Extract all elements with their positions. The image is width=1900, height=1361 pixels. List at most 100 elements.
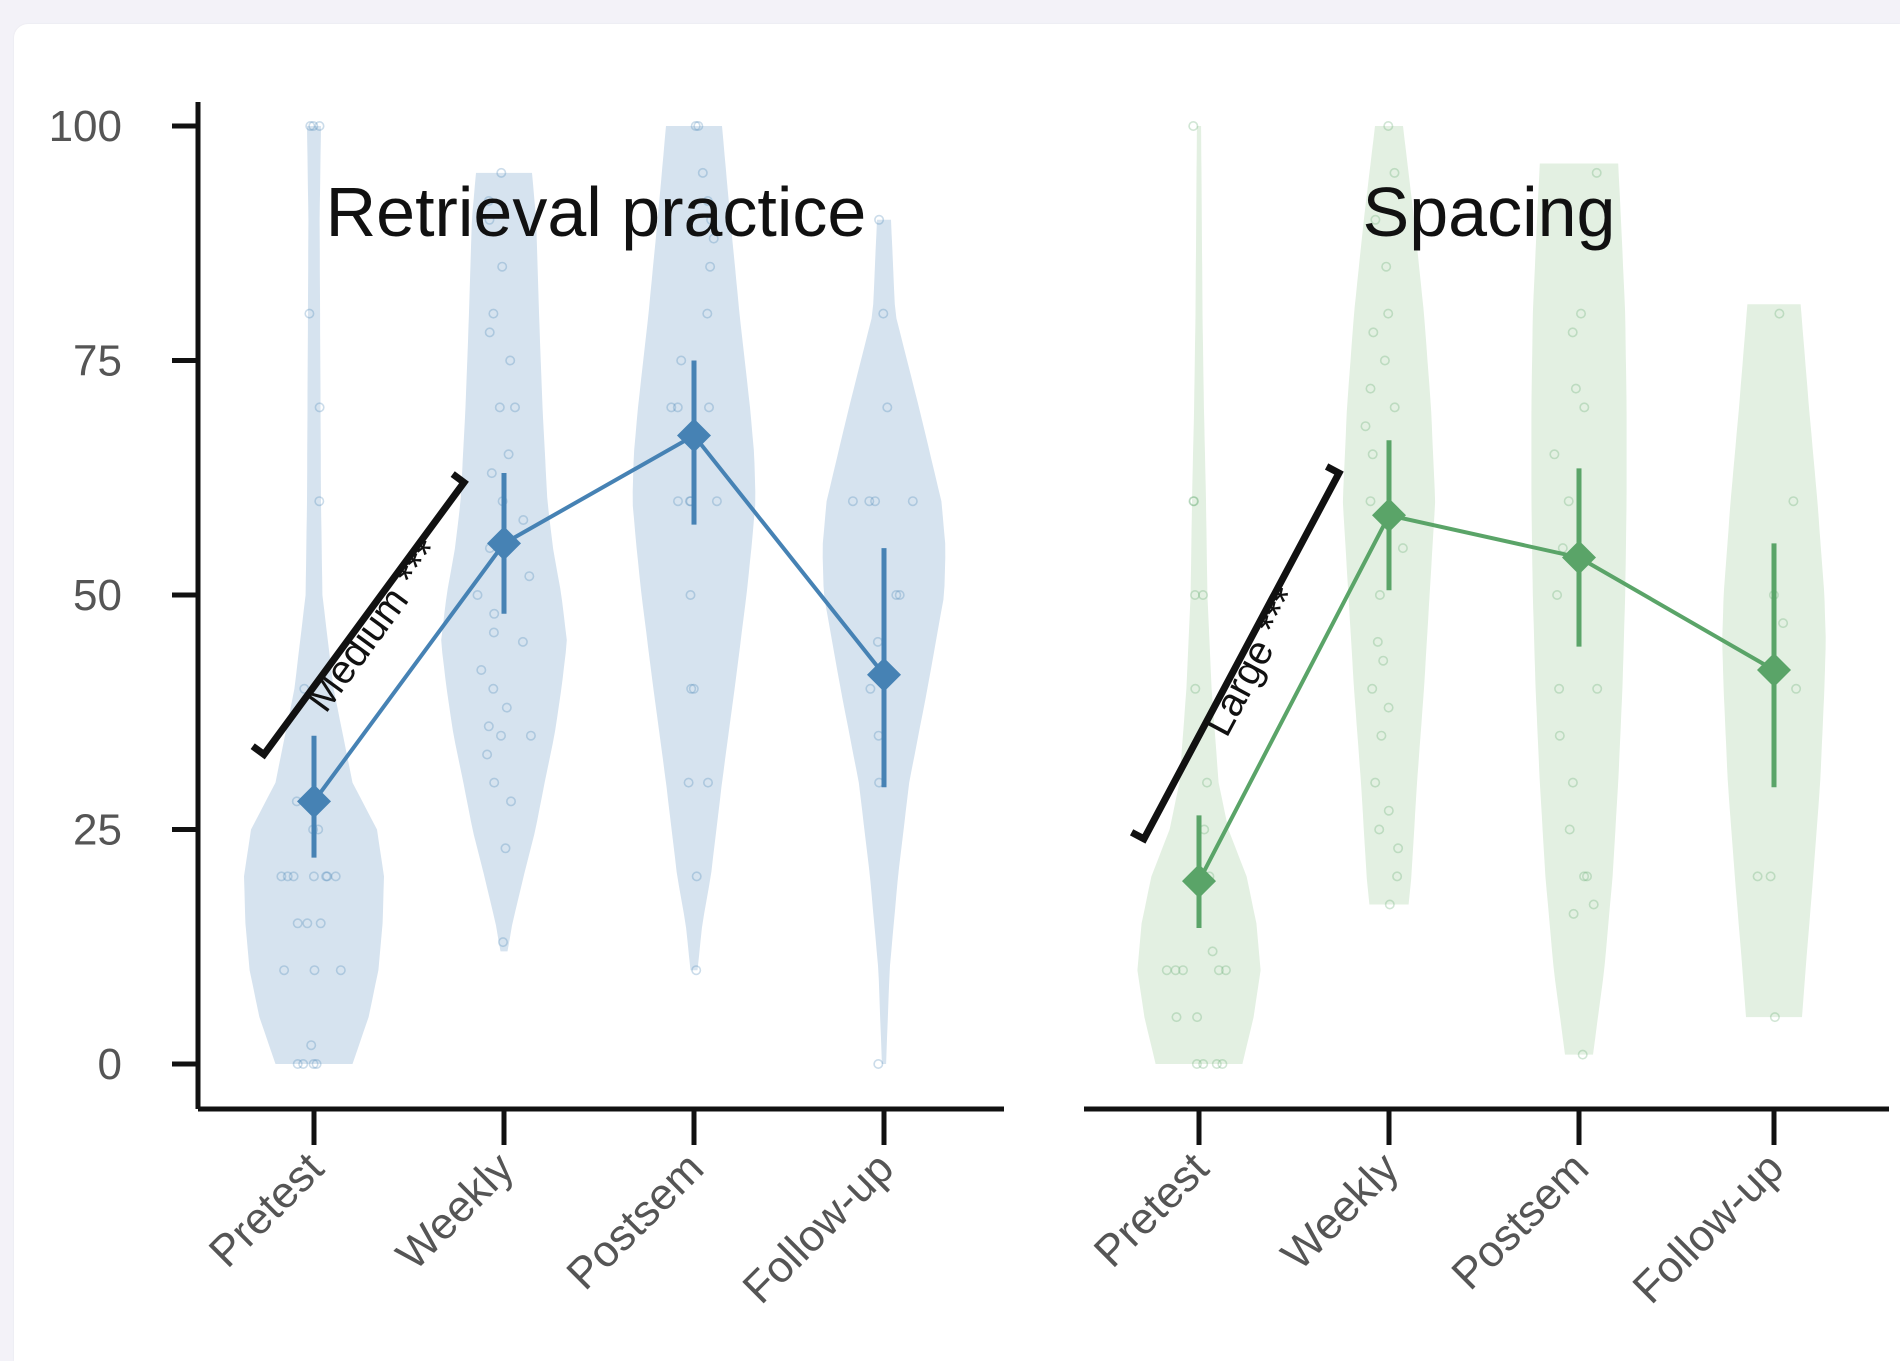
data-point xyxy=(1379,355,1390,366)
data-point xyxy=(870,496,881,507)
data-point xyxy=(1198,1059,1209,1070)
data-point xyxy=(1592,683,1603,694)
data-point xyxy=(1384,899,1395,910)
mean-marker-follow-up xyxy=(1757,653,1791,688)
data-point xyxy=(501,702,512,713)
significance-bracket xyxy=(1129,463,1344,844)
data-point xyxy=(1579,871,1590,882)
data-point xyxy=(666,402,677,413)
y-tick-label: 75 xyxy=(73,337,122,386)
data-point xyxy=(1765,871,1776,882)
x-tick-label-weekly: Weekly xyxy=(1272,1143,1408,1279)
data-point xyxy=(482,749,493,760)
data-point xyxy=(703,402,714,413)
data-point xyxy=(321,871,332,882)
data-point xyxy=(503,449,514,460)
data-point xyxy=(706,214,717,225)
x-tick-label-pretest: Pretest xyxy=(200,1143,333,1276)
data-point xyxy=(302,918,313,929)
data-point xyxy=(874,214,885,225)
data-point xyxy=(697,167,708,178)
data-point xyxy=(488,627,499,638)
x-tick-label-weekly: Weekly xyxy=(387,1143,523,1279)
mean-marker-weekly xyxy=(487,526,521,561)
data-point xyxy=(330,871,341,882)
data-point xyxy=(1161,965,1172,976)
data-point xyxy=(525,730,536,741)
data-point xyxy=(672,496,683,507)
data-point xyxy=(1171,1012,1182,1023)
data-point xyxy=(1220,965,1231,976)
data-point xyxy=(1567,777,1578,788)
violin-pretest xyxy=(244,126,384,1064)
data-point xyxy=(1567,327,1578,338)
data-point xyxy=(1582,871,1593,882)
data-point xyxy=(1383,308,1394,319)
data-point xyxy=(1769,1012,1780,1023)
data-point xyxy=(292,1059,303,1070)
data-point xyxy=(1374,824,1385,835)
data-point xyxy=(497,261,508,272)
mean-marker-postsem xyxy=(677,418,711,453)
data-point xyxy=(1368,327,1379,338)
data-point xyxy=(1192,1012,1203,1023)
data-point xyxy=(1198,589,1209,600)
data-point xyxy=(489,777,500,788)
data-point xyxy=(672,402,683,413)
data-point xyxy=(702,777,713,788)
data-point xyxy=(486,468,497,479)
data-point xyxy=(1191,1059,1202,1070)
panel-spacing: Pretest Weekly Postsem Follow-up Large *** Sp… xyxy=(1084,121,1889,1313)
data-point xyxy=(494,402,505,413)
data-point xyxy=(308,871,319,882)
data-point xyxy=(484,327,495,338)
data-point xyxy=(891,589,902,600)
panel-title: Spacing xyxy=(1363,173,1616,251)
y-tick-label: 100 xyxy=(49,102,122,151)
data-point xyxy=(1389,167,1400,178)
data-point xyxy=(1554,683,1565,694)
data-point xyxy=(1188,496,1199,507)
y-tick-label: 50 xyxy=(73,571,122,620)
x-tick-label-postsem: Postsem xyxy=(557,1143,713,1299)
data-point xyxy=(292,918,303,929)
data-point xyxy=(288,871,299,882)
data-point xyxy=(483,196,494,207)
data-point xyxy=(1381,261,1392,272)
data-point xyxy=(306,1040,317,1051)
data-point xyxy=(1563,496,1574,507)
data-point xyxy=(1576,308,1587,319)
data-point xyxy=(1378,655,1389,666)
data-point xyxy=(708,233,719,244)
data-point xyxy=(476,664,487,675)
data-point xyxy=(304,308,315,319)
data-point xyxy=(500,843,511,854)
data-point xyxy=(489,608,500,619)
data-point xyxy=(1552,589,1563,600)
data-point xyxy=(1392,871,1403,882)
data-point xyxy=(1213,965,1224,976)
data-point xyxy=(1367,449,1378,460)
data-point xyxy=(1568,908,1579,919)
data-point xyxy=(517,636,528,647)
data-point xyxy=(676,355,687,366)
data-point xyxy=(335,965,346,976)
data-point xyxy=(1570,383,1581,394)
data-point xyxy=(472,589,483,600)
effect-size-label: Large *** xyxy=(1196,581,1310,743)
mean-marker-pretest xyxy=(1182,864,1216,899)
data-point xyxy=(1389,402,1400,413)
data-point xyxy=(518,514,529,525)
data-point xyxy=(1370,777,1381,788)
data-point xyxy=(1374,589,1385,600)
data-point xyxy=(1383,702,1394,713)
series-line xyxy=(312,432,886,803)
mean-marker-pretest xyxy=(297,784,331,819)
data-point xyxy=(1791,683,1802,694)
data-point xyxy=(683,777,694,788)
data-point xyxy=(1190,589,1201,600)
data-point xyxy=(314,402,325,413)
data-point xyxy=(495,730,506,741)
